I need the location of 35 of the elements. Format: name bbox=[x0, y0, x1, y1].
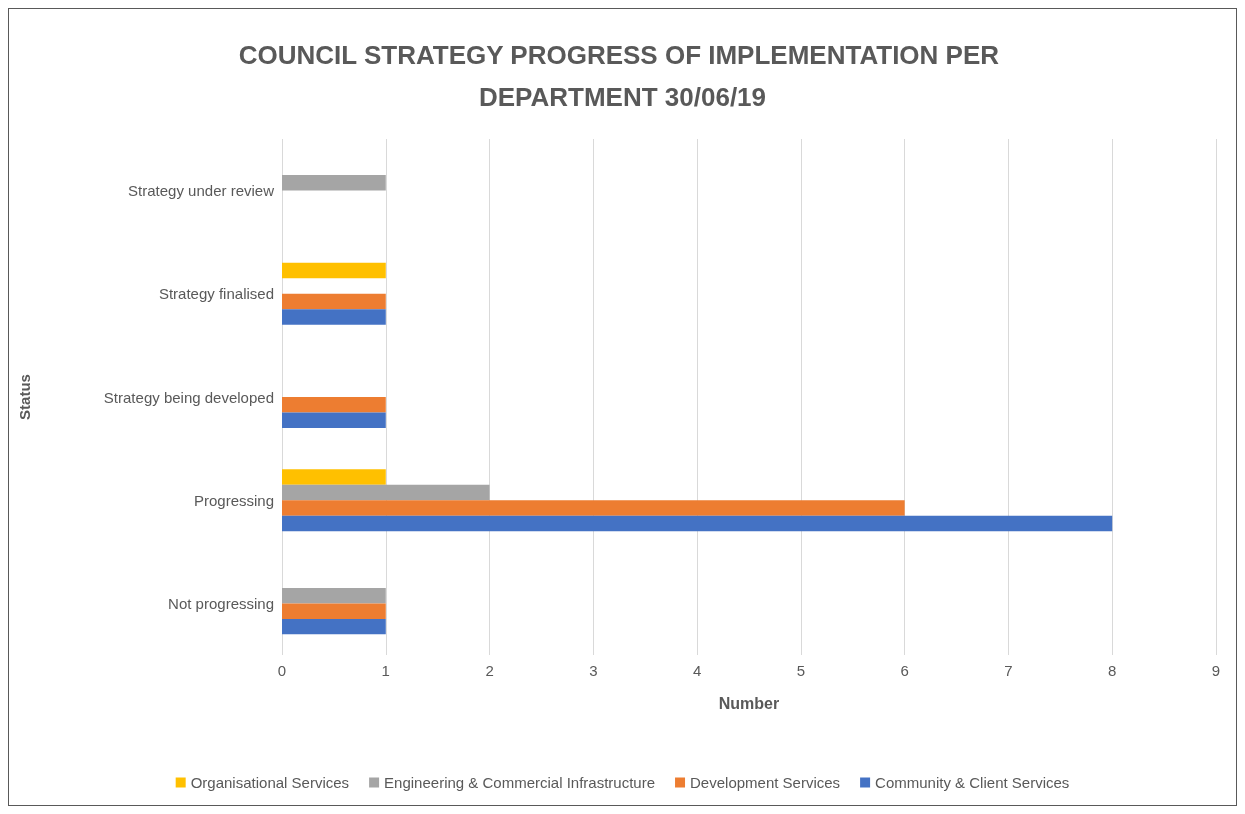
y-tick-label: Strategy under review bbox=[128, 182, 275, 200]
bar bbox=[282, 469, 386, 485]
x-tick-label: 7 bbox=[1004, 662, 1013, 679]
x-tick-label: 3 bbox=[589, 662, 598, 679]
chart-title: COUNCIL STRATEGY PROGRESS OF IMPLEMENTATION PER DEPARTMENT 30/06/19 bbox=[238, 40, 1007, 112]
legend-label: Community & Client Services bbox=[875, 774, 1070, 791]
bar bbox=[282, 397, 386, 413]
bar bbox=[282, 603, 386, 619]
bar bbox=[282, 293, 386, 310]
bar bbox=[282, 500, 905, 516]
bar bbox=[282, 515, 1113, 532]
x-tick-label: 6 bbox=[900, 662, 909, 679]
x-tick-label: 0 bbox=[277, 662, 287, 679]
bar bbox=[282, 587, 386, 604]
y-tick-label: Strategy being developed bbox=[103, 388, 274, 406]
y-axis-title: Status bbox=[16, 374, 33, 420]
bar bbox=[282, 412, 386, 428]
legend-label: Organisational Services bbox=[190, 774, 350, 791]
x-tick-label: 8 bbox=[1108, 662, 1117, 679]
bar bbox=[282, 175, 386, 191]
x-axis-title: Number bbox=[718, 694, 780, 712]
y-tick-label: Progressing bbox=[193, 491, 274, 509]
x-tick-label: 9 bbox=[1211, 662, 1221, 679]
x-tick-label: 2 bbox=[485, 662, 494, 679]
x-tick-label: 5 bbox=[796, 662, 806, 679]
x-tick-label: 1 bbox=[381, 662, 390, 679]
bar bbox=[282, 309, 386, 325]
x-tick-label: 4 bbox=[692, 662, 702, 679]
bar bbox=[282, 618, 386, 635]
y-tick-label: Strategy finalised bbox=[158, 285, 274, 303]
bar bbox=[282, 262, 386, 279]
legend-label: Engineering & Commercial Infrastructure bbox=[384, 774, 656, 791]
legend-label: Development Services bbox=[690, 774, 841, 791]
bar bbox=[282, 484, 490, 501]
y-tick-label: Not progressing bbox=[168, 594, 274, 612]
